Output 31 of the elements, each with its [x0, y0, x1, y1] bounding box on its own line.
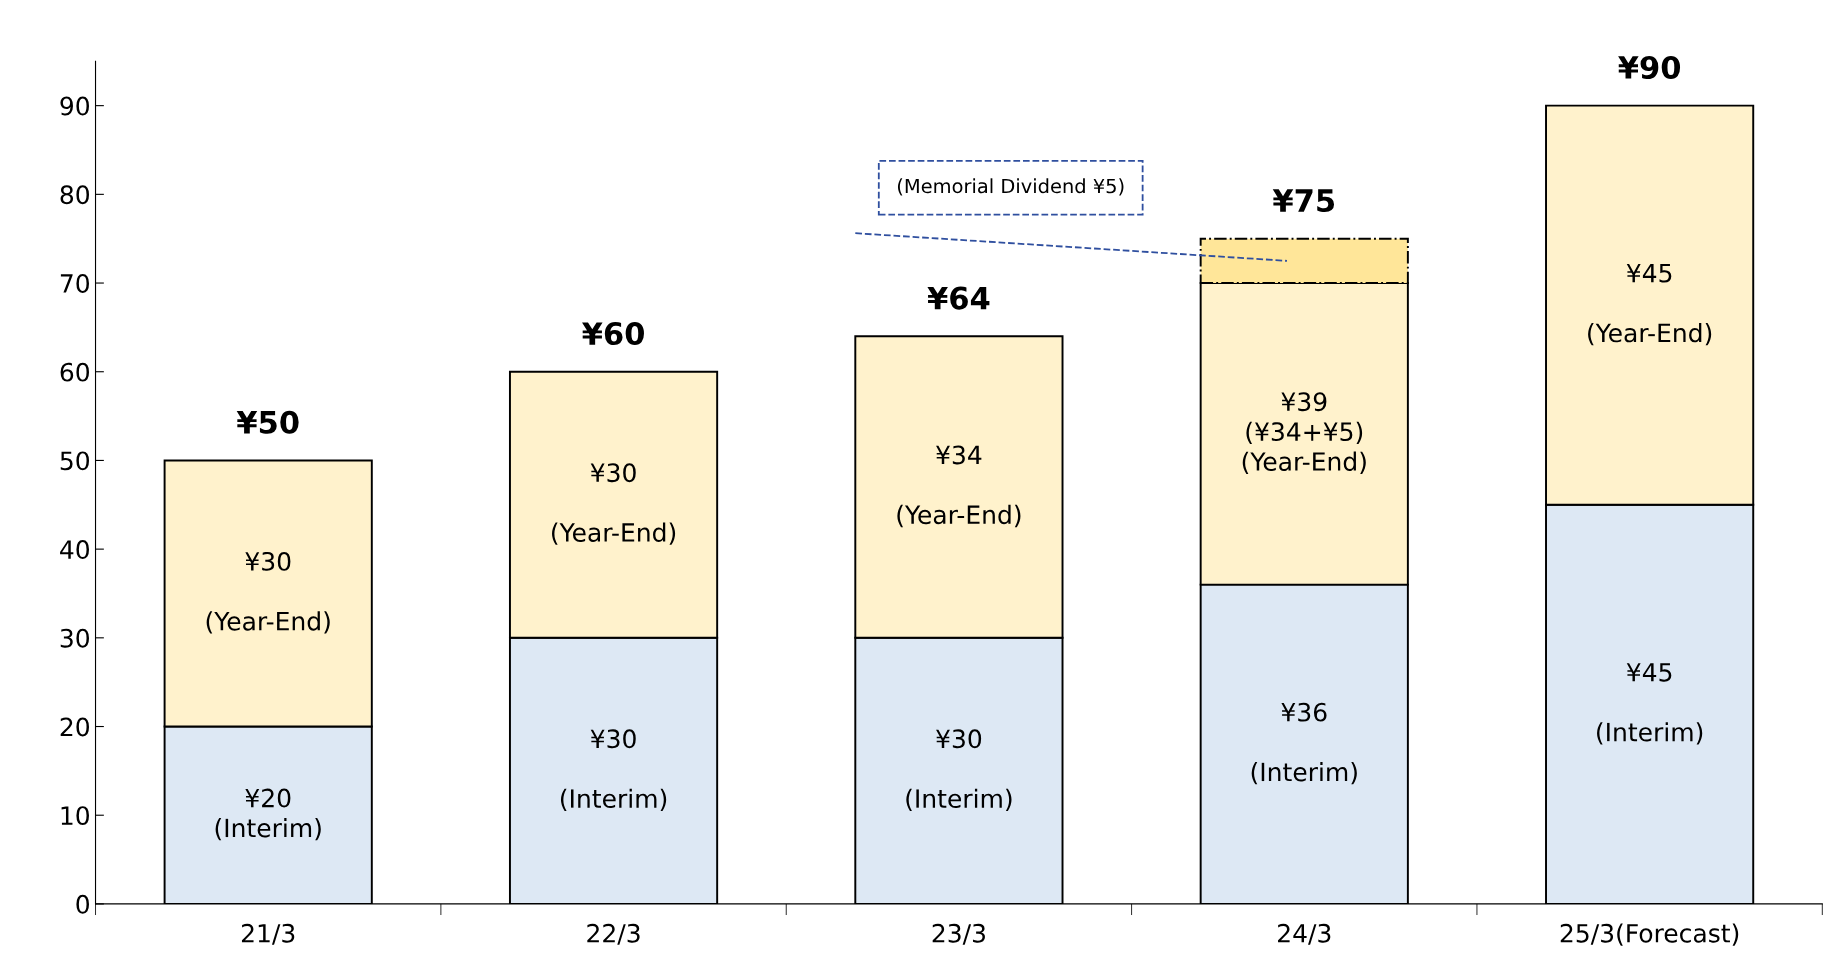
y-tick-label: 70: [60, 273, 89, 293]
x-tick-label: 21/3: [241, 923, 295, 945]
y-tick-label: 30: [60, 628, 89, 648]
total-label: ¥64: [927, 286, 990, 310]
text: ¥30 (Interim): [906, 729, 1012, 811]
text: ¥34 (Year-End): [897, 445, 1021, 528]
x-tick-label: 23/3: [932, 923, 985, 945]
x-tick-label: 25/3(Forecast): [1560, 923, 1739, 946]
total-label: ¥90: [1618, 55, 1681, 80]
data-label: ¥39 (¥34+¥5) (Year-End): [1242, 392, 1366, 474]
data-label: ¥20 (Interim): [215, 788, 321, 841]
text: ¥36 (Interim): [1251, 702, 1357, 785]
y-tick-label: 90: [60, 96, 89, 116]
total-label: ¥60: [582, 322, 644, 346]
y-tick-label: 80: [60, 185, 89, 205]
total-label: ¥50: [236, 410, 299, 434]
y-tick-label: 40: [60, 540, 89, 559]
text: ¥45 (Year-End): [1588, 263, 1712, 346]
y-tick-label: 20: [60, 717, 89, 737]
y-tick-label: 50: [60, 451, 89, 471]
y-tick-label: 0: [76, 894, 89, 914]
x-tick-label: 22/3: [587, 923, 640, 945]
total-label: ¥75: [1272, 189, 1335, 213]
y-tick-label: 60: [60, 362, 89, 382]
annotation: (Memorial Dividend ¥5): [897, 178, 1124, 196]
text: ¥30 (Year-End): [206, 551, 330, 634]
x-tick-label: 24/3: [1278, 923, 1331, 945]
text: ¥30 (Year-End): [552, 463, 676, 545]
text: ¥30 (Interim): [560, 729, 667, 811]
text: ¥45 (Interim): [1597, 663, 1703, 745]
y-tick-label: 10: [61, 806, 89, 826]
